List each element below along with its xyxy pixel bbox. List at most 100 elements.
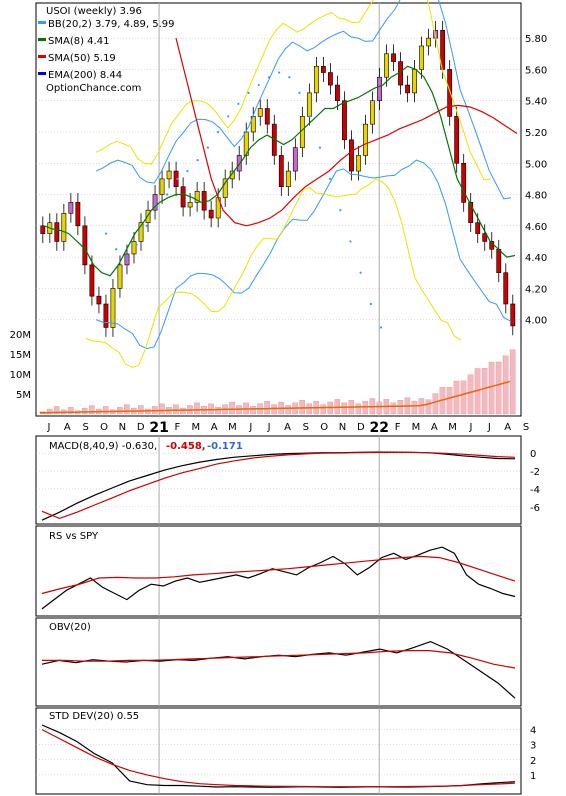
ema-dot — [104, 232, 108, 235]
candle-body — [201, 191, 207, 211]
volume-bar — [509, 349, 516, 415]
candle-body — [510, 303, 516, 327]
month-tick-label: A — [64, 422, 71, 433]
month-tick-label: 21 — [149, 420, 168, 436]
candle-body — [475, 222, 481, 234]
indicator-tick-label: -2 — [530, 467, 540, 478]
volume-bar — [215, 407, 221, 415]
ema-dot — [216, 130, 220, 134]
ema-dot — [288, 76, 291, 79]
price-tick-label: 5.60 — [525, 65, 547, 76]
ema-dot — [359, 271, 362, 274]
candle-body — [496, 248, 502, 274]
volume-layer — [39, 349, 516, 415]
price-tick-label: 5.40 — [525, 97, 547, 108]
macd-title: MACD(8,40,9) -0.630, — [49, 441, 157, 452]
legend-item-sma50: SMA(50) 5.19 — [48, 53, 116, 64]
candle-body — [313, 65, 319, 94]
candle-body — [482, 233, 488, 242]
legend-swatch-bb — [38, 21, 46, 24]
price-tick-label: 4.40 — [525, 253, 547, 264]
indicator-tick-label: 1 — [530, 771, 536, 782]
stddev-panel-frame — [35, 707, 522, 795]
ema-dot — [339, 209, 342, 212]
candle-body — [89, 264, 95, 297]
legend-title: USOI (weekly) 3.96 — [46, 6, 142, 17]
obv-title: OBV(20) — [49, 622, 91, 633]
month-tick-label: J — [248, 422, 252, 433]
volume-bar — [46, 408, 53, 415]
month-tick-label: A — [284, 422, 291, 433]
candle-body — [68, 202, 74, 214]
candle-body — [124, 253, 130, 266]
candle-body — [292, 147, 298, 172]
legend-swatch-ema200 — [38, 72, 46, 75]
indicator-tick-label: -4 — [530, 485, 540, 496]
candle-body — [54, 222, 60, 242]
month-tick-label: 22 — [369, 420, 388, 436]
month-tick-label: M — [448, 422, 457, 433]
price-tick-label: 5.20 — [525, 128, 547, 139]
volume-bar — [467, 374, 474, 415]
ema-dot — [267, 76, 271, 79]
rs-title: RS vs SPY — [49, 531, 99, 542]
legend-item-sma8: SMA(8) 4.41 — [48, 36, 109, 47]
candle-body — [285, 170, 291, 188]
macd-value-1: -0.458, — [166, 441, 206, 452]
indicator-tick-label: 2 — [530, 756, 536, 767]
price-tick-label: 4.00 — [525, 316, 547, 327]
ema-dot — [257, 83, 260, 87]
price-tick-label: 4.80 — [525, 191, 547, 202]
volume-bar — [397, 400, 404, 415]
candle-body — [110, 288, 116, 328]
indicator-tick-label: 3 — [530, 741, 536, 752]
ema-dot — [206, 146, 209, 149]
candle-body — [243, 131, 249, 156]
volume-bar — [124, 404, 130, 415]
ema-dot — [278, 71, 281, 74]
candle-body — [159, 178, 165, 195]
sma50-line — [175, 37, 518, 227]
rs-panel-frame — [35, 525, 522, 617]
month-tick-label: J — [267, 422, 271, 433]
candle-body — [468, 202, 474, 223]
ema-dot — [349, 240, 352, 243]
indicator-series-line — [41, 451, 516, 521]
candle-body — [222, 178, 228, 198]
ema-dot — [308, 115, 311, 118]
candle-body — [447, 69, 453, 117]
volume-bar — [390, 402, 397, 415]
candle-body — [75, 202, 81, 227]
candle-body — [349, 139, 354, 172]
month-tick-label: D — [137, 422, 145, 433]
volume-bar — [88, 405, 95, 415]
ema-dot — [247, 91, 250, 94]
volume-tick-label: 15M — [10, 350, 31, 361]
candle-body — [278, 155, 284, 188]
bollinger-upper — [95, 0, 512, 200]
candle-body — [82, 225, 88, 266]
volume-bar — [341, 402, 348, 415]
month-tick-label: S — [83, 422, 89, 433]
price-tick-label: 5.00 — [525, 159, 547, 170]
volume-bar — [299, 400, 305, 415]
bollinger-lower — [95, 159, 512, 350]
macd-panel-frame — [35, 435, 522, 525]
stddev-title: STD DEV(20) 0.55 — [49, 711, 139, 722]
volume-tick-label: 20M — [10, 330, 31, 341]
candle-body — [419, 45, 425, 70]
volume-bar — [411, 400, 418, 415]
sma8-line — [43, 65, 516, 277]
candle-body — [320, 65, 326, 73]
volume-bar — [453, 380, 460, 415]
volume-bar — [67, 407, 74, 415]
month-tick-label: J — [47, 422, 51, 433]
price-layer — [40, 0, 518, 368]
candle-body — [370, 100, 375, 125]
indicator-series-line — [41, 451, 516, 520]
month-tick-label: J — [487, 422, 491, 433]
legend-item-bb: BB(20,2) 3.79, 4.89, 5.99 — [48, 19, 174, 30]
volume-bar — [173, 404, 179, 415]
